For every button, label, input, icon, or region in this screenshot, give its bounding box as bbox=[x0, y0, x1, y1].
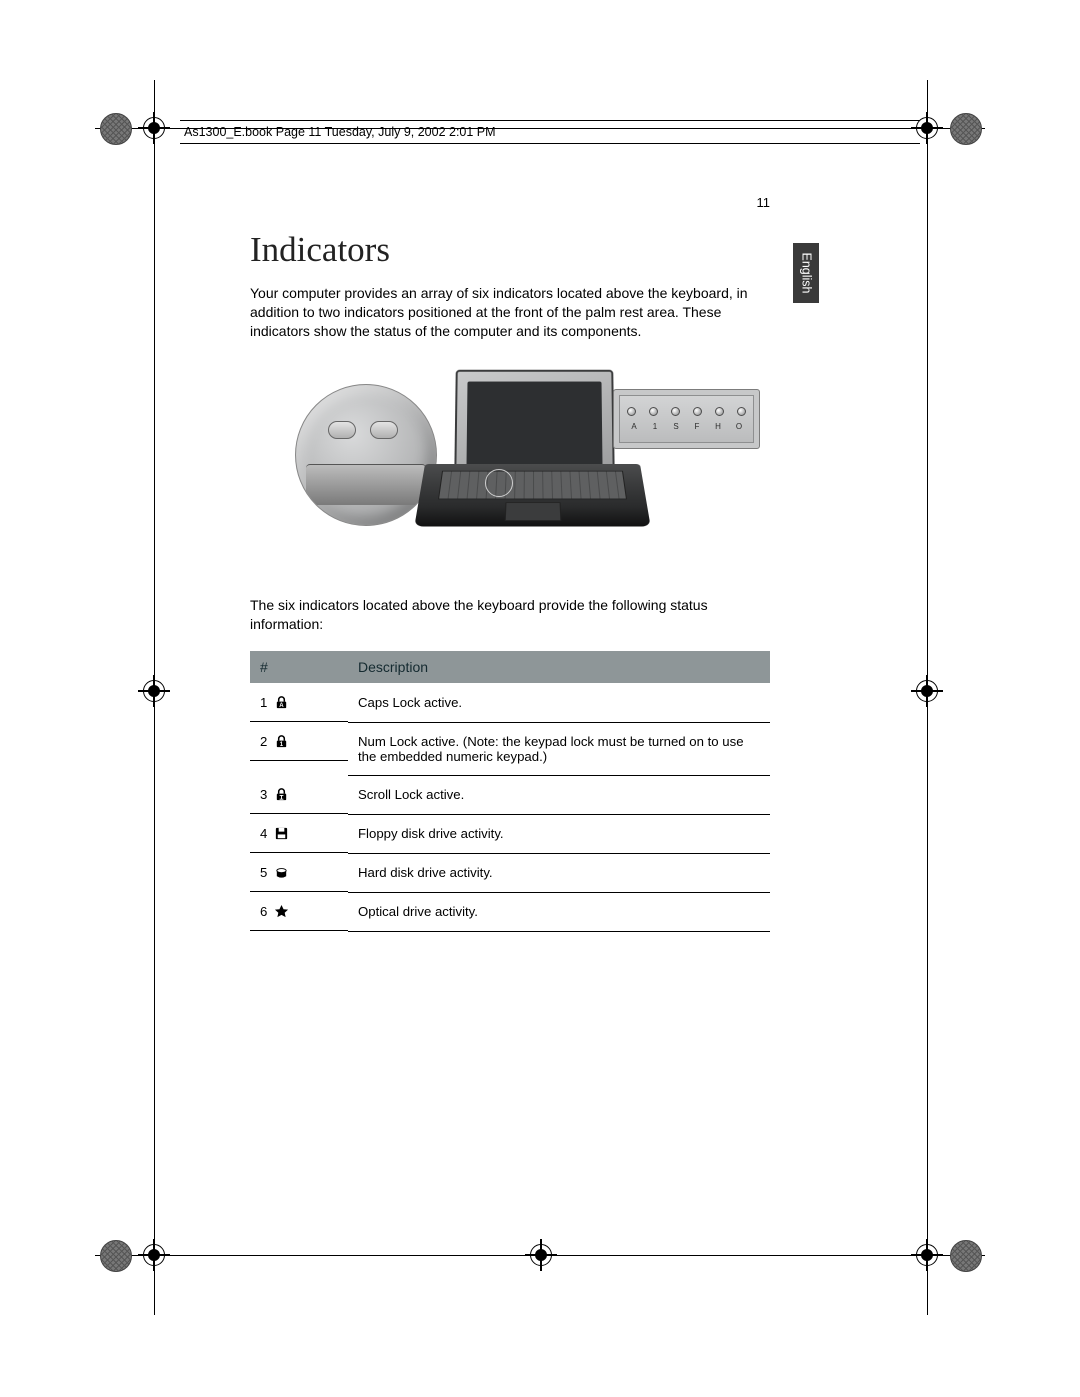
detail-zoom-circle bbox=[295, 384, 437, 526]
table-intro: The six indicators located above the key… bbox=[250, 596, 770, 634]
row-description: Hard disk drive activity. bbox=[348, 853, 770, 892]
registration-mark-icon bbox=[530, 1244, 552, 1266]
crop-ball-icon bbox=[100, 113, 132, 145]
col-header-desc: Description bbox=[348, 651, 770, 683]
row-number-cell: 4 bbox=[250, 814, 348, 853]
crop-ball-icon bbox=[950, 1240, 982, 1272]
laptop-illustration bbox=[425, 369, 640, 564]
table-row: 4 Floppy disk drive activity. bbox=[250, 814, 770, 853]
table-row: 6 Optical drive activity. bbox=[250, 892, 770, 931]
row-number: 6 bbox=[260, 904, 267, 919]
row-description: Num Lock active. (Note: the keypad lock … bbox=[348, 722, 770, 775]
page-title: Indicators bbox=[250, 230, 770, 270]
crop-ball-icon bbox=[950, 113, 982, 145]
panel-glyph: O bbox=[735, 422, 743, 430]
panel-glyph: H bbox=[714, 422, 722, 430]
row-description: Scroll Lock active. bbox=[348, 775, 770, 814]
row-number: 4 bbox=[260, 826, 267, 841]
language-tab-label: English bbox=[799, 253, 813, 294]
panel-glyph: 1 bbox=[651, 422, 659, 430]
row-description: Floppy disk drive activity. bbox=[348, 814, 770, 853]
page-number: 11 bbox=[757, 195, 771, 210]
panel-glyph: F bbox=[693, 422, 701, 430]
col-header-num: # bbox=[250, 651, 348, 683]
registration-mark-icon bbox=[143, 680, 165, 702]
row-number: 5 bbox=[260, 865, 267, 880]
table-row: 5 Hard disk drive activity. bbox=[250, 853, 770, 892]
registration-mark-icon bbox=[916, 1244, 938, 1266]
floppy-icon bbox=[273, 825, 289, 841]
indicator-panel-zoom: A 1 S F H O bbox=[613, 389, 760, 449]
panel-glyph: A bbox=[630, 422, 638, 430]
row-number-cell: 6 bbox=[250, 892, 348, 931]
row-number: 2 bbox=[260, 734, 267, 749]
num-icon bbox=[273, 733, 289, 749]
registration-mark-icon bbox=[143, 1244, 165, 1266]
panel-glyph-row: A 1 S F H O bbox=[630, 422, 743, 430]
row-number-cell: 2 bbox=[250, 722, 348, 761]
registration-mark-icon bbox=[916, 680, 938, 702]
intro-paragraph: Your computer provides an array of six i… bbox=[250, 284, 770, 341]
registration-mark-icon bbox=[143, 117, 165, 139]
row-description: Caps Lock active. bbox=[348, 683, 770, 722]
indicators-table: # Description 1 Caps Lock active. 2 Num Loc… bbox=[250, 651, 770, 932]
table-row: 3 Scroll Lock active. bbox=[250, 775, 770, 814]
panel-glyph: S bbox=[672, 422, 680, 430]
scroll-icon bbox=[273, 786, 289, 802]
table-row: 1 Caps Lock active. bbox=[250, 683, 770, 722]
language-tab: English bbox=[793, 243, 819, 303]
row-number-cell: 1 bbox=[250, 683, 348, 722]
print-header-text: As1300_E.book Page 11 Tuesday, July 9, 2… bbox=[184, 125, 496, 139]
row-number-cell: 3 bbox=[250, 775, 348, 814]
row-number: 3 bbox=[260, 787, 267, 802]
indicators-figure: A 1 S F H O bbox=[250, 359, 770, 574]
page-content: Indicators Your computer provides an arr… bbox=[250, 230, 770, 932]
table-row: 2 Num Lock active. (Note: the keypad lock… bbox=[250, 722, 770, 775]
crop-ball-icon bbox=[100, 1240, 132, 1272]
caps-icon bbox=[273, 694, 289, 710]
row-number-cell: 5 bbox=[250, 853, 348, 892]
hdd-icon bbox=[273, 864, 289, 880]
print-header: As1300_E.book Page 11 Tuesday, July 9, 2… bbox=[180, 120, 920, 144]
row-description: Optical drive activity. bbox=[348, 892, 770, 931]
optical-icon bbox=[273, 903, 289, 919]
row-number: 1 bbox=[260, 695, 267, 710]
